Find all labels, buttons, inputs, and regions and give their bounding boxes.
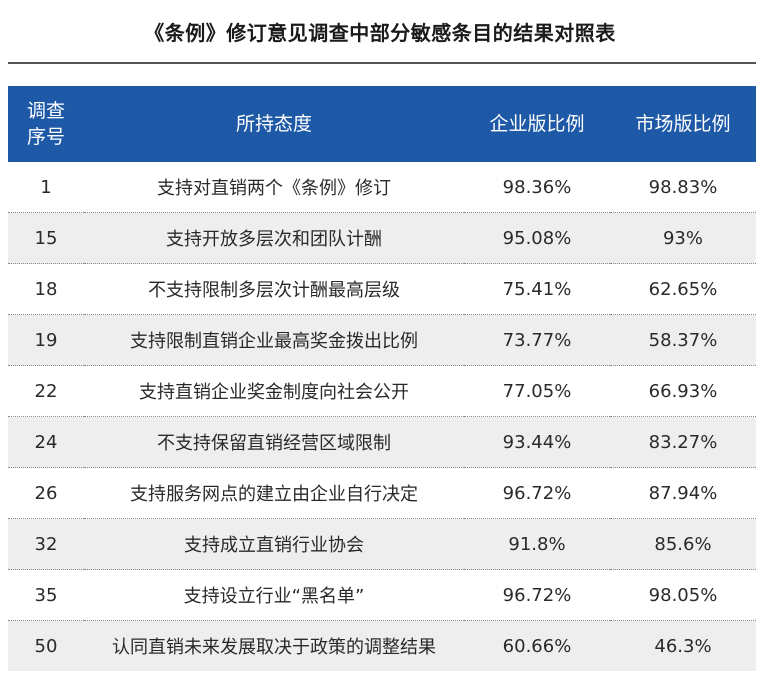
table-row: 35 支持设立行业“黑名单” 96.72% 98.05%: [8, 569, 756, 621]
table-row: 1 支持对直销两个《条例》修订 98.36% 98.83%: [8, 162, 756, 213]
attitude-cell: 支持直销企业奖金制度向社会公开: [84, 365, 464, 417]
table-title: 《条例》修订意见调查中部分敏感条目的结果对照表: [144, 20, 616, 45]
table-row: 15 支持开放多层次和团队计酬 95.08% 93%: [8, 212, 756, 264]
table-row: 22 支持直销企业奖金制度向社会公开 77.05% 66.93%: [8, 365, 756, 417]
enterprise-ratio-cell: 93.44%: [464, 416, 610, 468]
table-row: 18 不支持限制多层次计酬最高层级 75.41% 62.65%: [8, 263, 756, 315]
market-ratio-cell: 46.3%: [610, 620, 756, 671]
enterprise-ratio-cell: 96.72%: [464, 467, 610, 519]
table-row: 26 支持服务网点的建立由企业自行决定 96.72% 87.94%: [8, 467, 756, 519]
survey-id-cell: 24: [8, 416, 84, 468]
attitude-cell: 支持服务网点的建立由企业自行决定: [84, 467, 464, 519]
enterprise-ratio-cell: 98.36%: [464, 162, 610, 213]
header-attitude: 所持态度: [84, 86, 464, 162]
header-enterprise-ratio: 企业版比例: [464, 86, 610, 162]
survey-id-cell: 1: [8, 162, 84, 213]
attitude-cell: 支持对直销两个《条例》修订: [84, 162, 464, 213]
enterprise-ratio-cell: 95.08%: [464, 212, 610, 264]
table-row: 19 支持限制直销企业最高奖金拨出比例 73.77% 58.37%: [8, 314, 756, 366]
enterprise-ratio-cell: 73.77%: [464, 314, 610, 366]
table-body: 1 支持对直销两个《条例》修订 98.36% 98.83% 15 支持开放多层次和团队计酬…: [8, 162, 756, 671]
header-row: 调查 序号 所持态度 企业版比例 市场版比例: [8, 86, 756, 162]
enterprise-ratio-cell: 77.05%: [464, 365, 610, 417]
attitude-cell: 支持成立直销行业协会: [84, 518, 464, 570]
market-ratio-cell: 85.6%: [610, 518, 756, 570]
market-ratio-cell: 93%: [610, 212, 756, 264]
market-ratio-cell: 62.65%: [610, 263, 756, 315]
enterprise-ratio-cell: 91.8%: [464, 518, 610, 570]
table-header: 调查 序号 所持态度 企业版比例 市场版比例: [8, 86, 756, 162]
attitude-cell: 支持限制直销企业最高奖金拨出比例: [84, 314, 464, 366]
enterprise-ratio-cell: 60.66%: [464, 620, 610, 671]
header-survey-id-line1: 调查: [26, 100, 65, 122]
survey-id-cell: 32: [8, 518, 84, 570]
market-ratio-cell: 58.37%: [610, 314, 756, 366]
enterprise-ratio-cell: 96.72%: [464, 569, 610, 621]
attitude-cell: 不支持限制多层次计酬最高层级: [84, 263, 464, 315]
attitude-cell: 不支持保留直销经营区域限制: [84, 416, 464, 468]
survey-id-cell: 35: [8, 569, 84, 621]
market-ratio-cell: 98.05%: [610, 569, 756, 621]
survey-id-cell: 26: [8, 467, 84, 519]
title-divider: [8, 62, 756, 64]
survey-id-cell: 19: [8, 314, 84, 366]
market-ratio-cell: 98.83%: [610, 162, 756, 213]
survey-id-cell: 22: [8, 365, 84, 417]
table-row: 50 认同直销未来发展取决于政策的调整结果 60.66% 46.3%: [8, 620, 756, 671]
market-ratio-cell: 66.93%: [610, 365, 756, 417]
survey-id-cell: 50: [8, 620, 84, 671]
enterprise-ratio-cell: 75.41%: [464, 263, 610, 315]
header-market-ratio: 市场版比例: [610, 86, 756, 162]
table-row: 24 不支持保留直销经营区域限制 93.44% 83.27%: [8, 416, 756, 468]
header-survey-id-line2: 序号: [26, 126, 65, 148]
market-ratio-cell: 87.94%: [610, 467, 756, 519]
table-row: 32 支持成立直销行业协会 91.8% 85.6%: [8, 518, 756, 570]
attitude-cell: 支持设立行业“黑名单”: [84, 569, 464, 621]
attitude-cell: 支持开放多层次和团队计酬: [84, 212, 464, 264]
header-survey-id: 调查 序号: [8, 86, 84, 162]
market-ratio-cell: 83.27%: [610, 416, 756, 468]
comparison-table: 调查 序号 所持态度 企业版比例 市场版比例 1 支持对直销两个《条例》修订 98.…: [8, 86, 756, 671]
survey-id-cell: 18: [8, 263, 84, 315]
survey-id-cell: 15: [8, 212, 84, 264]
attitude-cell: 认同直销未来发展取决于政策的调整结果: [84, 620, 464, 671]
